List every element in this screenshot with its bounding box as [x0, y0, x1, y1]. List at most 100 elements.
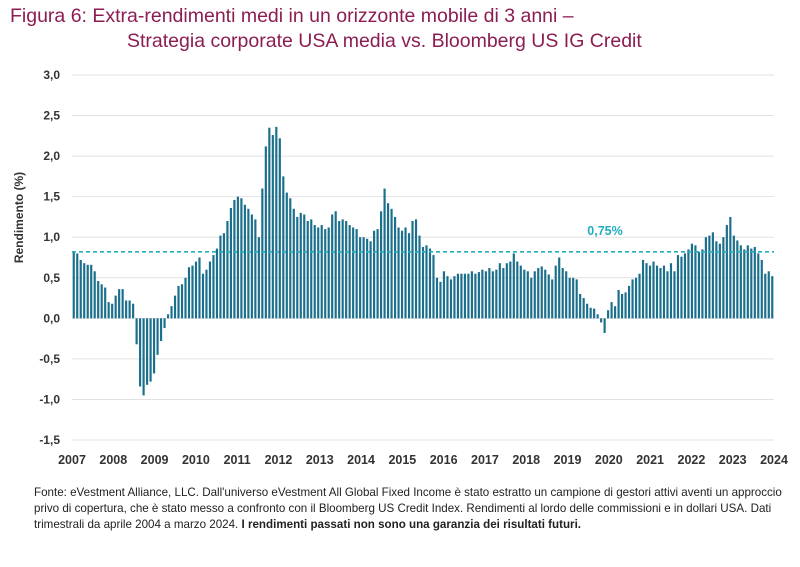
bar [533, 271, 536, 319]
x-tick-label: 2014 [347, 453, 375, 467]
bar [610, 302, 613, 319]
bar [327, 227, 330, 319]
bar [386, 203, 390, 319]
bar [345, 221, 348, 319]
bar [268, 127, 271, 319]
bar [331, 214, 334, 319]
bar [579, 294, 582, 319]
bar [177, 285, 180, 319]
bar [530, 277, 533, 319]
x-tick-label: 2013 [306, 453, 334, 467]
bar [362, 237, 365, 319]
bar [718, 243, 721, 319]
x-tick-label: 2012 [265, 453, 293, 467]
x-tick-label: 2021 [636, 453, 664, 467]
bar [334, 211, 337, 319]
bar [760, 259, 763, 319]
bar [505, 263, 508, 319]
bar [722, 237, 725, 319]
bar [240, 198, 243, 319]
bar [516, 261, 519, 319]
x-tick-label: 2011 [224, 453, 251, 467]
bar [739, 245, 742, 319]
bar [488, 268, 491, 319]
bar [711, 232, 714, 319]
source-text: Fonte: eVestment Alliance, LLC. Dall'uni… [34, 486, 782, 531]
bar [491, 271, 494, 319]
bar [100, 284, 103, 319]
bar [687, 249, 690, 319]
bar [565, 271, 568, 319]
bar [540, 266, 543, 319]
bar [767, 271, 770, 319]
bar [474, 273, 477, 319]
bar [400, 230, 404, 319]
bar [537, 268, 540, 319]
bar [390, 208, 393, 319]
bar [432, 255, 435, 319]
bar [519, 265, 522, 319]
bar [561, 268, 564, 319]
reference-line-label: 0,75% [587, 224, 622, 238]
bar [341, 219, 344, 319]
bar [414, 219, 418, 319]
bar [449, 279, 453, 319]
bar [648, 265, 652, 319]
bar [708, 235, 711, 319]
bar [586, 303, 589, 319]
bar [159, 318, 163, 342]
bar [212, 255, 215, 319]
bar [638, 273, 641, 319]
bar [463, 273, 466, 319]
y-tick-label: 3,0 [43, 68, 60, 82]
bar [421, 246, 425, 319]
bar [205, 269, 208, 319]
bar [526, 271, 529, 319]
x-tick-label: 2022 [678, 453, 706, 467]
bar [93, 271, 96, 319]
bar [558, 257, 561, 319]
bar [359, 237, 362, 319]
bar [285, 192, 288, 319]
bar [292, 208, 295, 319]
bar [614, 306, 617, 319]
y-axis-label: Rendimento (%) [12, 172, 26, 263]
bar [470, 271, 473, 319]
x-tick-label: 2019 [554, 453, 582, 467]
bar [128, 300, 131, 319]
x-tick-label: 2018 [512, 453, 540, 467]
bar [146, 318, 149, 385]
bar [215, 248, 219, 319]
bar [118, 289, 121, 319]
bar [233, 199, 236, 319]
bar [600, 318, 603, 323]
bar [383, 188, 386, 319]
bar [743, 249, 746, 319]
bar [659, 268, 662, 319]
bar [456, 273, 460, 319]
bar [495, 269, 498, 319]
bar [114, 295, 117, 319]
bar [296, 216, 299, 319]
bar [620, 294, 624, 319]
bar [107, 302, 110, 319]
bar [271, 135, 274, 319]
bar [289, 198, 292, 319]
bar [645, 263, 648, 319]
bar [750, 248, 753, 319]
bar [655, 265, 659, 319]
bar [156, 318, 159, 355]
bar [194, 261, 198, 319]
bar [125, 300, 128, 319]
bar [624, 292, 627, 319]
title-line-2: Strategia corporate USA media vs. Bloomb… [127, 30, 642, 52]
bar [121, 289, 124, 319]
bar [198, 257, 201, 319]
bar [338, 221, 341, 319]
bar [142, 318, 145, 396]
bar [593, 308, 596, 319]
bar [226, 221, 229, 319]
bar [132, 303, 135, 319]
bar [76, 253, 79, 319]
bar [208, 261, 212, 319]
